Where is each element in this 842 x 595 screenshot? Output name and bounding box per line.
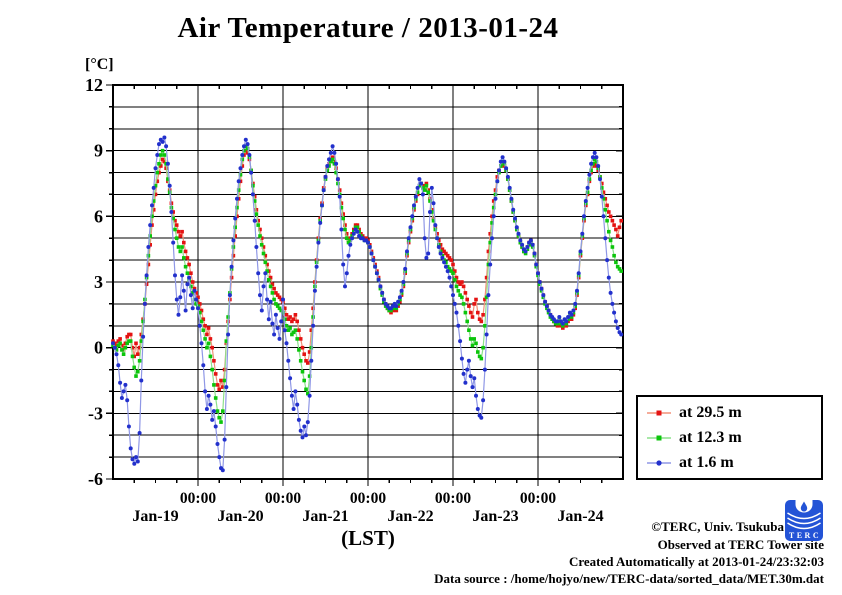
terc-logo: TERC (785, 500, 823, 541)
legend-item: at 29.5 m (646, 404, 821, 422)
x-tick-label-day: Jan-20 (217, 508, 263, 525)
x-tick-label-day: Jan-22 (387, 508, 433, 525)
legend-label: at 12.3 m (679, 428, 742, 446)
data-source-text: Data source : /home/hojyo/new/TERC-data/… (434, 571, 824, 586)
series-markers-at-29.5-m (111, 148, 623, 392)
x-tick-label-day: Jan-19 (132, 508, 178, 525)
terc-logo-wave (787, 512, 821, 520)
y-tick-label: 12 (85, 75, 103, 95)
water-drop-icon (800, 501, 808, 512)
legend-label: at 1.6 m (679, 453, 734, 471)
terc-logo-wave (787, 517, 821, 525)
y-tick-label: 9 (94, 141, 103, 161)
plot-frame (112, 84, 624, 480)
legend-marker-red-square-icon (647, 410, 671, 415)
chart-title: Air Temperature / 2013-01-24 (177, 12, 559, 44)
x-tick-label-time: 00:00 (435, 490, 471, 507)
copyright-text: ©TERC, Univ. Tsukuba (651, 519, 784, 534)
terc-logo-background (785, 500, 823, 541)
x-tick-label-time: 00:00 (350, 490, 386, 507)
legend-marker-green-square-icon (647, 435, 671, 440)
legend-item: at 12.3 m (646, 429, 821, 447)
x-tick-label-day: Jan-21 (302, 508, 348, 525)
series-markers-at-1.6-m (111, 135, 624, 473)
x-tick-label-day: Jan-23 (472, 508, 518, 525)
x-tick-label-time: 00:00 (265, 490, 301, 507)
x-tick-label-time: 00:00 (520, 490, 556, 507)
legend-box: at 29.5 m at 12.3 m at 1.6 m (636, 395, 823, 480)
y-tick-label: -6 (88, 469, 103, 489)
y-tick-label: -3 (88, 403, 103, 423)
series-line-at-29.5-m (112, 149, 622, 392)
legend-marker-blue-circle-icon (647, 459, 671, 466)
x-axis-label: (LST) (341, 526, 395, 550)
y-tick-label: 3 (94, 272, 103, 292)
legend-label: at 29.5 m (679, 403, 742, 421)
terc-logo-wave (787, 522, 821, 530)
series-at-29.5-m (111, 148, 623, 392)
observed-at-text: Observed at TERC Tower site (657, 537, 824, 552)
y-axis-unit-label: [°C] (85, 56, 114, 73)
legend-item: at 1.6 m (646, 454, 821, 472)
x-tick-label-day: Jan-24 (557, 508, 603, 525)
y-tick-label: 6 (94, 206, 103, 226)
y-tick-label: 0 (94, 338, 103, 358)
series-at-1.6-m (111, 135, 624, 473)
created-at-text: Created Automatically at 2013-01-24/23:3… (568, 554, 824, 569)
x-tick-label-time: 00:00 (180, 490, 216, 507)
terc-logo-text: TERC (789, 531, 821, 540)
